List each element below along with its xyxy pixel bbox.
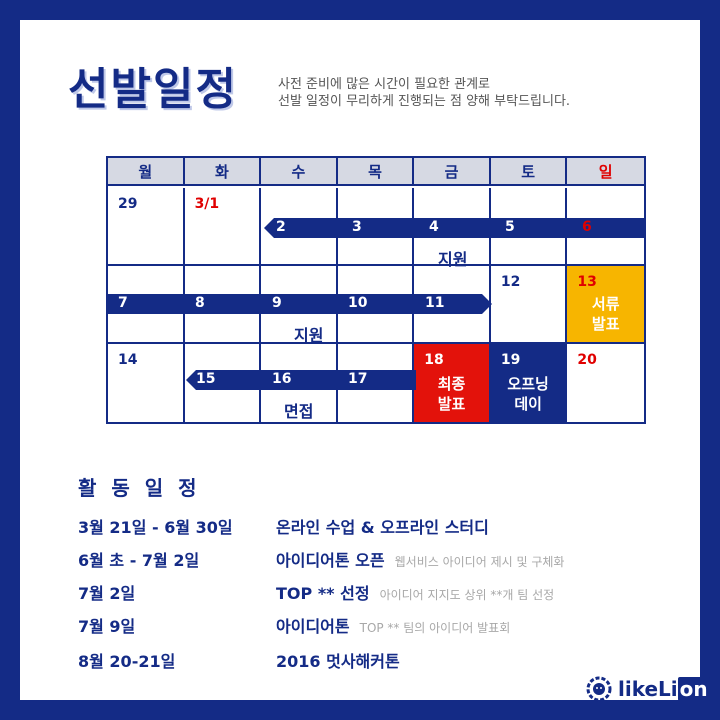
apply-period-bar-1 — [264, 218, 644, 238]
day-cell: 3/1 — [184, 188, 262, 266]
day-number: 16 — [272, 371, 292, 387]
activity-item: 온라인 수업 & 오프라인 스터디 — [276, 514, 489, 538]
activity-item: 2016 멋사해커톤 — [276, 648, 400, 672]
day-number: 3 — [352, 219, 362, 235]
weekday-wed: 수 — [261, 158, 338, 186]
day-cell — [567, 188, 644, 266]
day-number: 12 — [500, 274, 521, 290]
day-number: 18 — [424, 352, 444, 368]
day-number: 6 — [582, 219, 592, 235]
activities-title: 활 동 일 정 — [78, 476, 201, 500]
activity-date: 8월 20-21일 — [78, 652, 176, 671]
day-number: 17 — [348, 371, 368, 387]
day-cell-document-result: 13 서류 발표 — [567, 266, 644, 344]
weekday-sun: 일 — [567, 158, 644, 186]
weekday-tue: 화 — [184, 158, 262, 186]
subtitle-line-1: 사전 준비에 많은 시간이 필요한 관계로 — [278, 77, 491, 92]
day-cell-final-result: 18 최종 발표 — [414, 344, 491, 422]
activity-date: 7월 2일 — [78, 584, 136, 603]
day-cell-opening-day: 19 오프닝 데이 — [490, 344, 568, 422]
day-number: 2 — [276, 219, 286, 235]
day-number: 15 — [196, 371, 216, 387]
day-number: 14 — [118, 352, 138, 368]
weekday-sat: 토 — [490, 158, 568, 186]
apply-label-1: 지원 — [438, 250, 468, 269]
day-number: 7 — [118, 295, 128, 311]
lion-icon — [586, 676, 612, 702]
activity-item: TOP ** 선정 아이디어 지지도 상위 **개 팀 선정 — [276, 580, 554, 604]
activity-item: 아이디어톤 TOP ** 팀의 아이디어 발표회 — [276, 613, 510, 637]
calendar-weekday-header: 월 화 수 목 금 토 일 — [108, 158, 644, 186]
activity-date: 7월 9일 — [78, 617, 136, 636]
day-number: 13 — [577, 274, 597, 290]
day-cell: 14 — [108, 344, 185, 422]
page-subtitle: 사전 준비에 많은 시간이 필요한 관계로 선발 일정이 무리하게 진행되는 점… — [278, 76, 570, 110]
activity-date: 6월 초 - 7월 2일 — [78, 551, 200, 570]
day-number: 8 — [195, 295, 205, 311]
day-number: 10 — [348, 295, 368, 311]
document-result-label: 서류 발표 — [591, 295, 620, 333]
day-cell: 12 — [490, 266, 568, 344]
day-number: 20 — [577, 352, 597, 368]
opening-day-label: 오프닝 데이 — [507, 375, 549, 413]
day-cell: 29 — [108, 188, 185, 266]
activity-desc: 2016 멋사해커톤 — [276, 652, 400, 671]
page-title: 선발일정 — [68, 64, 238, 115]
activity-date: 3월 21일 - 6월 30일 — [78, 518, 233, 537]
day-number: 9 — [272, 295, 282, 311]
activity-desc: 아이디어톤 오픈 — [276, 551, 385, 570]
likelion-logo: likeLi on — [586, 676, 710, 702]
day-number: 19 — [500, 352, 521, 368]
day-number: 5 — [505, 219, 515, 235]
activity-note: 웹서비스 아이디어 제시 및 구체화 — [394, 555, 565, 569]
activity-desc: 온라인 수업 & 오프라인 스터디 — [276, 518, 489, 537]
interview-period-bar — [186, 370, 416, 390]
poster-card: 선발일정 사전 준비에 많은 시간이 필요한 관계로 선발 일정이 무리하게 진… — [20, 20, 710, 702]
activity-desc: 아이디어톤 — [276, 617, 350, 636]
day-number: 29 — [118, 196, 138, 212]
weekday-thu: 목 — [337, 158, 415, 186]
apply-period-bar-2 — [108, 294, 492, 314]
day-number: 3/1 — [194, 196, 220, 212]
day-cell: 20 — [567, 344, 644, 422]
activity-note: TOP ** 팀의 아이디어 발표회 — [359, 621, 511, 635]
subtitle-line-2: 선발 일정이 무리하게 진행되는 점 양해 부탁드립니다. — [278, 94, 571, 109]
day-number: 4 — [429, 219, 439, 235]
weekday-mon: 월 — [108, 158, 185, 186]
activity-item: 아이디어톤 오픈 웹서비스 아이디어 제시 및 구체화 — [276, 547, 564, 571]
selection-calendar: 월 화 수 목 금 토 일 29 3/1 12 13 — [106, 156, 646, 424]
apply-label-2: 지원 — [294, 326, 324, 345]
final-result-label: 최종 발표 — [437, 375, 466, 413]
activity-desc: TOP ** 선정 — [276, 584, 370, 603]
activity-note: 아이디어 지지도 상위 **개 팀 선정 — [379, 588, 555, 602]
logo-text: likeLi on — [618, 677, 710, 701]
weekday-fri: 금 — [414, 158, 491, 186]
day-number: 11 — [425, 295, 445, 311]
interview-label: 면접 — [284, 402, 314, 421]
